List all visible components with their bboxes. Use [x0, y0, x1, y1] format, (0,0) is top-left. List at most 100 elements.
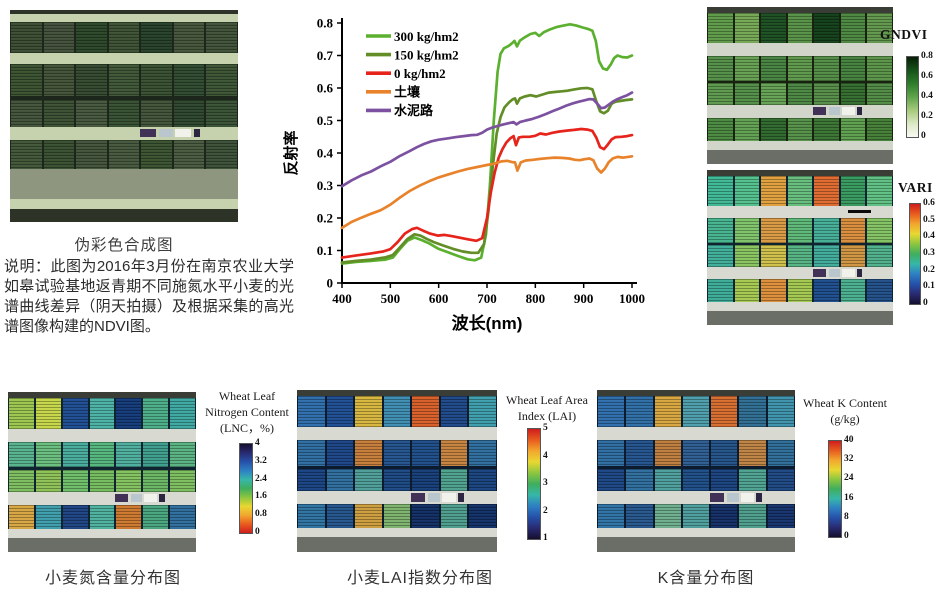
field-plot-row: [10, 139, 238, 169]
field-path-band: [297, 528, 497, 538]
field-plot-cell: [11, 21, 42, 53]
field-plot-cell: [682, 504, 710, 529]
field-plot-cell: [761, 117, 786, 142]
x-tick-label: 700: [477, 291, 497, 306]
field-plot-cell: [76, 64, 107, 97]
field-plot-cell: [170, 398, 196, 429]
field-plot-cell: [711, 468, 738, 492]
field-plot-cell: [89, 469, 115, 492]
field-plot-cell: [711, 440, 738, 467]
field-plot-cell: [43, 64, 75, 97]
series-line: [340, 86, 634, 264]
field-plot-cell: [383, 396, 411, 428]
legend-label: 土壤: [394, 85, 421, 100]
field-plot-cell: [412, 468, 439, 492]
field-plot-cell: [867, 279, 893, 303]
field-plot-cell: [355, 468, 382, 492]
field-plot-cell: [206, 139, 238, 169]
field-plot-cell: [326, 468, 354, 492]
colorbar-gradient: [527, 428, 541, 540]
field-plot-row: [8, 504, 196, 529]
calibration-target: [159, 129, 173, 138]
field-gap-band: [597, 466, 795, 469]
field-plot-cell: [598, 396, 625, 428]
field-plot-row: [597, 440, 795, 467]
field-plot-cell: [9, 469, 34, 492]
field-plot-cell: [440, 468, 468, 492]
field-plot-row: [707, 176, 893, 206]
calibration-target: [856, 268, 863, 277]
calibration-target: [115, 494, 129, 503]
field-plot-cell: [708, 55, 733, 81]
calibration-target: [813, 107, 827, 116]
field-plot-cell: [35, 398, 61, 429]
field-plot-cell: [9, 441, 34, 468]
field-plot-cell: [116, 504, 142, 529]
false-color-caption: 伪彩色合成图: [74, 237, 174, 254]
figure-description: 说明：此图为2016年3月份在南京农业大学如皋试验基地返青期不同施氮水平小麦的光…: [4, 258, 294, 335]
colorbar-tick-label: 24: [844, 473, 854, 484]
field-plot-row: [297, 504, 497, 529]
colorbar-tick-label: 2.4: [255, 473, 267, 484]
field-plot-cell: [298, 468, 325, 492]
field-plot-cell: [9, 504, 34, 529]
field-plot-row: [707, 55, 893, 81]
field-plot-cell: [355, 396, 382, 428]
field-path-band: [8, 491, 196, 505]
field-plot-row: [8, 398, 196, 429]
y-tick-label: 0.8: [317, 16, 334, 31]
field-plot-cell: [840, 83, 866, 106]
field-plot-row: [8, 441, 196, 468]
colorbar-tick-label: 0: [844, 531, 849, 541]
field-plot-cell: [734, 245, 760, 267]
nitrogen-map-caption: 小麦氮含量分布图: [44, 570, 181, 587]
field-plot-cell: [761, 176, 786, 206]
potassium-colorbar-title: Wheat K Content (g/kg): [790, 395, 900, 427]
colorbar-tick-label: 0: [921, 131, 926, 141]
calibration-target: [828, 268, 840, 277]
series-line: [340, 22, 634, 265]
field-plot-cell: [867, 245, 893, 267]
field-plot-cell: [141, 100, 172, 128]
nitrogen-map: [8, 392, 196, 552]
field-plot-cell: [739, 396, 766, 428]
field-gap-band: [707, 80, 893, 84]
colorbar-title-line: Index (LAI): [517, 409, 577, 423]
field-border-band: [707, 170, 893, 177]
field-plot-cell: [170, 469, 196, 492]
field-plot-cell: [708, 245, 733, 267]
field-footer-band: [597, 537, 795, 552]
field-plot-row: [707, 117, 893, 142]
field-plot-cell: [298, 504, 325, 529]
series-line: [340, 127, 634, 259]
field-plot-cell: [469, 396, 497, 428]
legend-label: 水泥路: [394, 103, 434, 118]
field-plot-row: [10, 21, 238, 53]
field-plot-cell: [840, 176, 866, 206]
calibration-target: [813, 268, 827, 277]
field-plot-cell: [708, 83, 733, 106]
field-plot-cell: [840, 13, 866, 44]
field-plot-cell: [682, 396, 710, 428]
field-plot-cell: [711, 396, 738, 428]
field-plot-row: [8, 469, 196, 492]
colorbar-tick-label: 0.4: [923, 231, 935, 242]
field-plot-cell: [734, 13, 760, 44]
field-plot-cell: [708, 218, 733, 243]
field-border-band: [10, 209, 238, 222]
field-path-band: [10, 127, 238, 140]
field-plot-cell: [708, 117, 733, 142]
field-plot-cell: [814, 218, 839, 243]
field-plot-cell: [814, 279, 839, 303]
field-plot-cell: [739, 440, 766, 467]
colorbar-title-line: (LNC，%): [220, 421, 274, 435]
field-plot-cell: [867, 83, 893, 106]
field-plot-cell: [814, 13, 839, 44]
field-plot-cell: [62, 469, 88, 492]
calibration-target: [828, 107, 840, 116]
field-plot-cell: [11, 64, 42, 97]
field-plot-cell: [116, 441, 142, 468]
y-axis-label: 反射率: [282, 130, 300, 175]
field-plot-cell: [761, 218, 786, 243]
lai-map: [297, 390, 497, 552]
